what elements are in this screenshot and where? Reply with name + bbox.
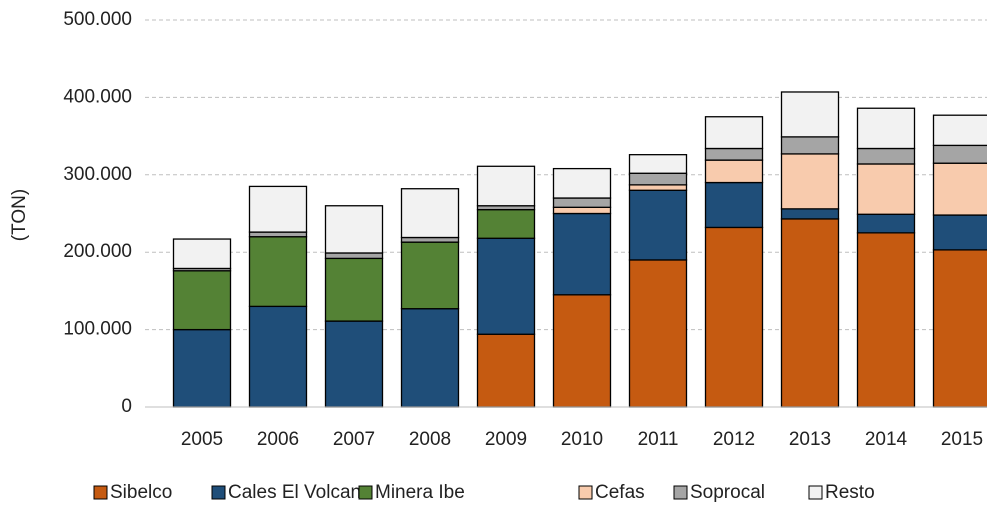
bar-segment [324,257,384,322]
bar-segment [172,238,232,270]
y-tick-label: 300.000 [63,164,132,185]
legend-label: Soprocal [690,482,765,503]
bar-segment [324,320,384,408]
bar-segment [400,241,460,310]
y-axis-label: (TON) [9,189,30,241]
bar-segment [704,226,764,408]
bar-segment [324,252,384,260]
y-tick-label: 400.000 [63,86,132,107]
x-tick-label: 2005 [181,429,223,450]
legend-swatch [673,485,688,500]
bar-segment [704,116,764,150]
bar-segment [400,188,460,239]
legend-label: Sibelco [110,482,172,503]
x-tick-label: 2013 [789,429,831,450]
bar-segment [704,181,764,229]
bar-segment [932,144,987,164]
legend-swatch [93,485,108,500]
bar-segment [856,163,916,215]
bar-segment [856,232,916,408]
bar-segment [628,259,688,408]
legend-label: Resto [825,482,875,503]
bar-segment [324,205,384,254]
bar-segment [552,294,612,408]
x-tick-label: 2015 [941,429,983,450]
bar-segment [932,114,987,147]
bar-segment [932,162,987,216]
bar-segment [476,208,536,239]
legend-swatch [808,485,823,500]
bar-segment [780,91,840,138]
y-tick-label: 200.000 [63,241,132,262]
x-tick-label: 2009 [485,429,527,450]
bar-segment [476,333,536,408]
x-tick-label: 2006 [257,429,299,450]
legend-swatch [578,485,593,500]
bar-segment [856,107,916,150]
bar-segment [780,208,840,220]
legend-swatch [211,485,226,500]
bar-segment [780,153,840,210]
bar-segment [552,212,612,296]
y-tick-label: 500.000 [63,9,132,30]
bar-segment [400,308,460,408]
bar-segment [172,328,232,408]
bar-segment [628,154,688,174]
x-tick-label: 2007 [333,429,375,450]
bar-segment [552,206,612,215]
bar-segment [628,172,688,186]
bar-segment [628,189,688,261]
bar-segment [248,231,308,238]
bar-segment [172,270,232,331]
x-tick-label: 2011 [638,429,679,450]
bar-segment [552,197,612,208]
bar-segment [932,249,987,408]
bar-segment [552,167,612,199]
bar-segment [400,236,460,243]
y-tick-label: 0 [121,396,132,417]
legend-label: Cales El Volcan [228,482,361,503]
bar-segment [476,237,536,335]
x-tick-label: 2010 [561,429,603,450]
legend-label: Cefas [595,482,645,503]
bar-segment [248,305,308,408]
legend-label: Minera Ibe [375,482,465,503]
bar-segment [780,136,840,155]
bar-segment [248,185,308,233]
bar-segment [856,213,916,234]
y-tick-label: 100.000 [63,319,132,340]
bar-segment [932,214,987,251]
bar-segment [704,159,764,184]
bar-segment [704,147,764,161]
x-tick-label: 2012 [713,429,755,450]
x-tick-label: 2014 [865,429,908,450]
legend-swatch [358,485,373,500]
bar-segment [780,218,840,408]
x-tick-label: 2008 [409,429,451,450]
bar-segment [628,184,688,191]
bar-segment [476,165,536,207]
bar-segment [856,147,916,165]
bar-segment [248,236,308,308]
